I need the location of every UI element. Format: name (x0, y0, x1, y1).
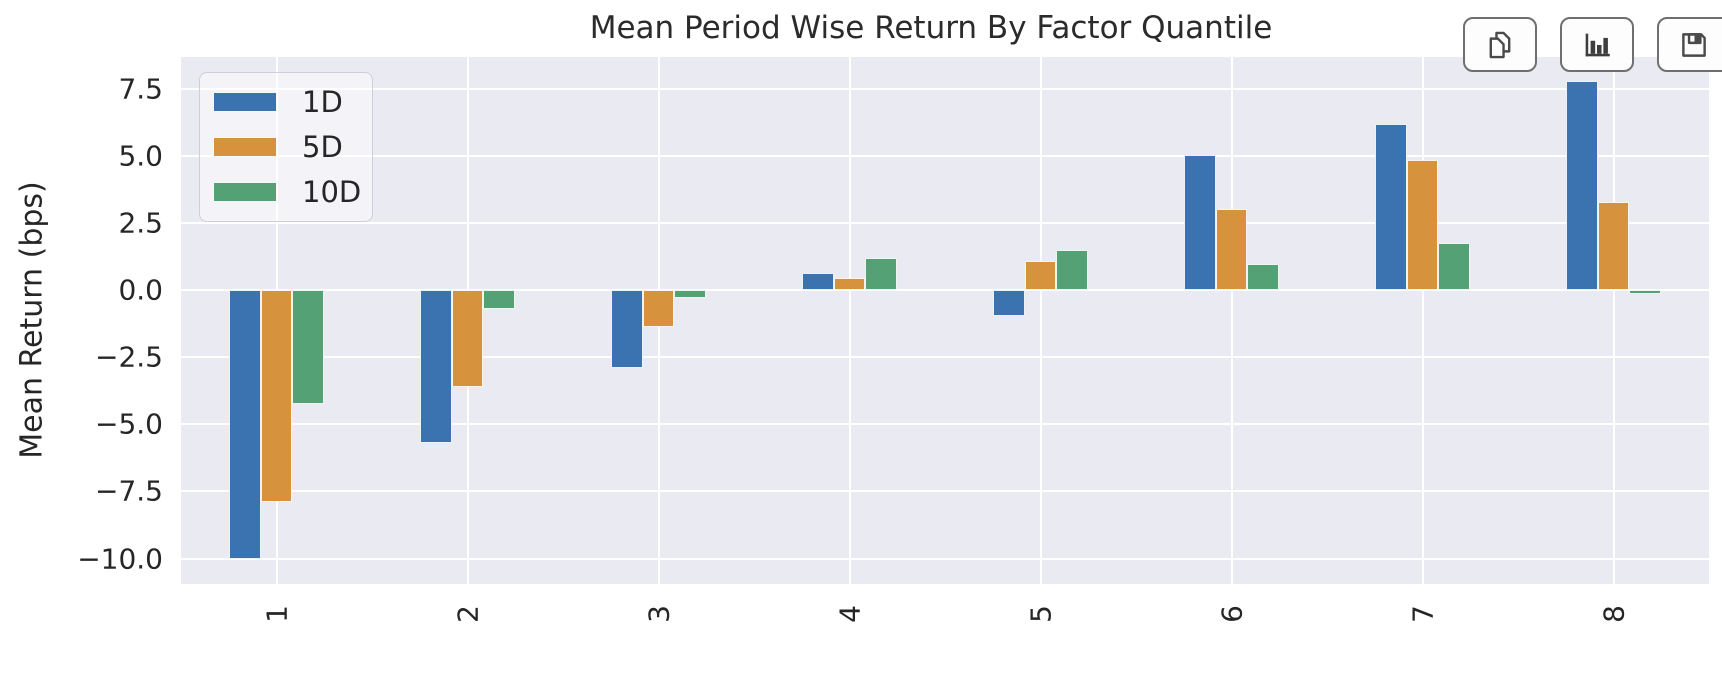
plot-area: 1D 5D 10D (181, 57, 1709, 584)
grid-line-v (1039, 57, 1042, 584)
grid-line-h (181, 155, 1709, 158)
bar (483, 290, 516, 310)
bar-chart-icon (1580, 28, 1614, 62)
x-tick-label: 3 (642, 605, 675, 623)
bar (674, 290, 707, 299)
bar (1597, 201, 1630, 291)
save-icon (1677, 28, 1711, 62)
bar (865, 258, 898, 291)
bar (1024, 260, 1057, 291)
bar (992, 290, 1025, 316)
y-tick-label: −7.5 (95, 474, 163, 508)
bar (801, 272, 834, 291)
grid-line-h (181, 490, 1709, 493)
bar (1056, 250, 1089, 291)
bar (228, 290, 261, 559)
bar (1215, 208, 1248, 291)
grid-line-h (181, 557, 1709, 560)
bar (833, 278, 866, 291)
bar (1406, 160, 1439, 291)
chart-title: Mean Period Wise Return By Factor Quanti… (589, 10, 1273, 46)
legend-item: 5D (213, 130, 372, 164)
grid-line-h (181, 88, 1709, 91)
bar (451, 290, 484, 387)
chart-toolbar (1463, 17, 1722, 72)
legend-label: 5D (302, 129, 343, 164)
x-tick-label: 2 (451, 605, 484, 623)
x-tick-label: 4 (833, 605, 866, 623)
bar (1247, 263, 1280, 291)
legend-item: 10D (213, 175, 372, 209)
copy-icon (1483, 28, 1517, 62)
bar (1374, 124, 1407, 291)
grid-line-v (848, 57, 851, 584)
y-tick-label: 2.5 (118, 206, 163, 240)
grid-line-h (181, 289, 1709, 292)
save-button[interactable] (1657, 17, 1722, 72)
grid-line-v (1421, 57, 1424, 584)
bar (610, 290, 643, 369)
grid-line-h (181, 356, 1709, 359)
copy-button[interactable] (1463, 17, 1537, 72)
bar (292, 290, 325, 405)
grid-line-v (1230, 57, 1233, 584)
grid-line-v (1612, 57, 1615, 584)
x-tick-label: 6 (1215, 605, 1248, 623)
bar (1183, 154, 1216, 291)
chart-button[interactable] (1560, 17, 1634, 72)
x-tick-label: 5 (1024, 605, 1057, 623)
grid-line-h (181, 222, 1709, 225)
y-tick-label: 0.0 (118, 273, 163, 307)
bar (419, 290, 452, 444)
y-tick-label: 5.0 (118, 139, 163, 173)
bar (1565, 81, 1598, 291)
legend-swatch (213, 136, 277, 157)
x-tick-label: 7 (1406, 605, 1439, 623)
legend-label: 10D (302, 175, 362, 210)
legend: 1D 5D 10D (199, 72, 373, 222)
x-tick-label: 8 (1597, 605, 1630, 623)
legend-swatch (213, 182, 277, 203)
legend-label: 1D (302, 84, 343, 119)
y-tick-label: −2.5 (95, 340, 163, 374)
y-tick-label: −5.0 (95, 407, 163, 441)
legend-item: 1D (213, 85, 372, 119)
bar (642, 290, 675, 327)
y-tick-label: 7.5 (118, 72, 163, 106)
bar (1629, 290, 1662, 295)
y-tick-label: −10.0 (77, 542, 163, 576)
bar (1438, 243, 1471, 291)
legend-swatch (213, 91, 277, 112)
x-tick-label: 1 (260, 605, 293, 623)
bar (260, 290, 293, 503)
grid-line-h (181, 423, 1709, 426)
